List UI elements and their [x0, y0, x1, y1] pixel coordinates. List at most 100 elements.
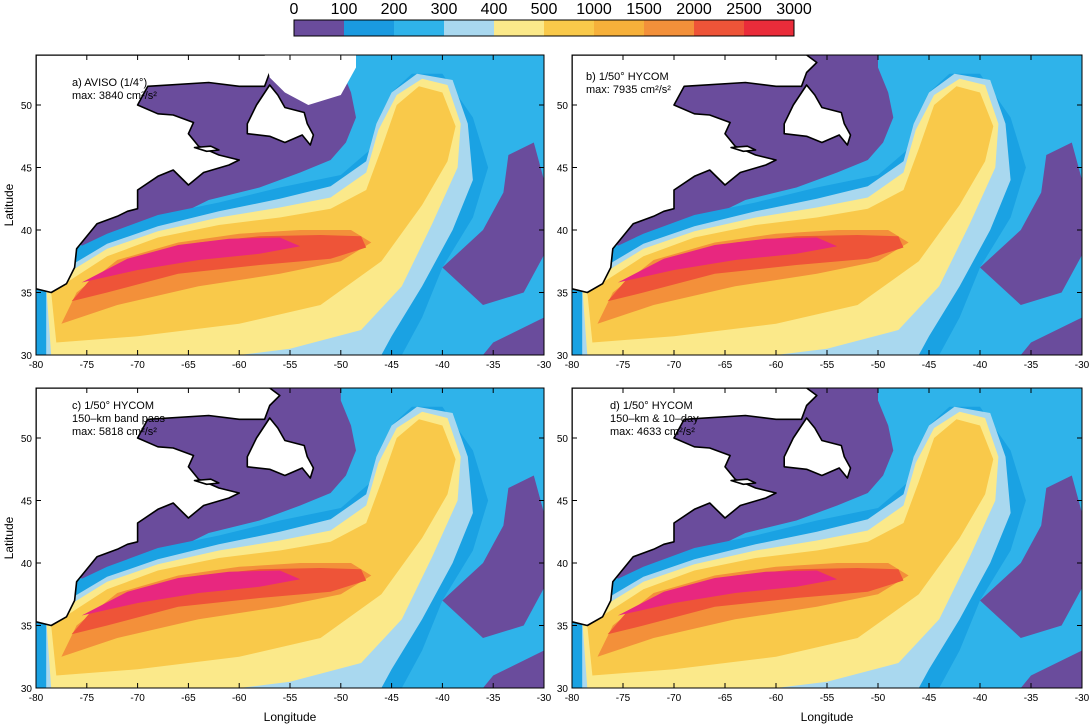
colorbar-cell	[644, 20, 695, 36]
eke-contour-eastblob2	[1020, 317, 1082, 355]
colorbar-cell	[594, 20, 645, 36]
colorbar-cell	[744, 20, 795, 36]
x-tick-label: -30	[1075, 693, 1090, 704]
x-tick-label: -60	[232, 360, 247, 371]
x-tick-label: -65	[181, 360, 196, 371]
panel-d: d) 1/50° HYCOM 150–km & 10–day max: 4633…	[571, 387, 1083, 689]
x-tick-label: -70	[667, 360, 682, 371]
y-axis-title-bottom: Latitude	[2, 516, 16, 559]
colorbar-cell	[394, 20, 445, 36]
x-tick-label: -50	[334, 360, 349, 371]
y-tick-label: 35	[557, 289, 569, 300]
eke-contour-eastblob2	[483, 317, 544, 355]
x-tick-label: -30	[1075, 360, 1090, 371]
x-tick-label: -80	[565, 360, 580, 371]
x-tick-label: -30	[537, 360, 552, 371]
eke-contour-pink	[617, 570, 838, 616]
panel-c-subtitle: 150–km band pass	[72, 413, 165, 425]
colorbar-label: 400	[481, 1, 508, 18]
eke-contour-eastblob1	[980, 475, 1082, 638]
x-tick-label: -65	[718, 360, 733, 371]
x-tick-label: -70	[130, 360, 145, 371]
panel-a-title: a) AVISO (1/4°)	[72, 77, 147, 89]
x-tick-label: -40	[973, 693, 988, 704]
y-tick-label: 35	[21, 289, 33, 300]
x-tick-label: -70	[667, 693, 682, 704]
y-tick-label: 30	[21, 351, 33, 362]
colorbar-cell	[444, 20, 495, 36]
coastline-land	[193, 478, 220, 486]
panel-d-subtitle: 150–km & 10–day	[610, 413, 699, 425]
coastline-land	[783, 84, 852, 146]
panel-d-title: d) 1/50° HYCOM	[610, 400, 693, 412]
x-tick-label: -65	[718, 693, 733, 704]
x-tick-label: -50	[334, 693, 349, 704]
x-tick-label: -45	[922, 693, 937, 704]
colorbar-frame	[293, 19, 795, 37]
x-tick-label: -60	[769, 693, 784, 704]
x-tick-label: -40	[973, 360, 988, 371]
x-tick-label: -45	[922, 360, 937, 371]
y-tick-label: 45	[557, 497, 569, 508]
x-tick-label: -40	[435, 693, 450, 704]
colorbar-label: 500	[531, 1, 558, 18]
x-tick-label: -55	[820, 360, 835, 371]
colorbar-label: 300	[431, 1, 458, 18]
x-axis-title-left: Longitude	[264, 710, 317, 724]
y-tick-label: 30	[557, 351, 569, 362]
y-tick-label: 35	[557, 622, 569, 633]
x-tick-label: -65	[181, 693, 196, 704]
x-tick-label: -60	[769, 360, 784, 371]
y-tick-label: 45	[557, 164, 569, 175]
y-tick-label: 50	[557, 101, 569, 112]
colorbar-cell	[344, 20, 395, 36]
y-tick-label: 30	[21, 684, 33, 695]
coastline-land	[783, 417, 852, 479]
panel-b-title: b) 1/50° HYCOM	[586, 71, 669, 83]
panel-b: b) 1/50° HYCOM max: 7935 cm²/s²	[571, 54, 1083, 356]
x-tick-label: -50	[871, 693, 886, 704]
coastline-land	[246, 84, 315, 146]
missing-data-region	[264, 55, 356, 105]
colorbar-label: 1500	[626, 1, 662, 18]
colorbar-cell	[694, 20, 745, 36]
x-tick-label: -75	[616, 360, 631, 371]
y-tick-label: 30	[557, 684, 569, 695]
x-tick-label: -75	[616, 693, 631, 704]
eke-contour-red	[607, 568, 904, 635]
eke-contour-eastblob1	[442, 142, 544, 305]
coastline-land	[36, 55, 281, 294]
colorbar-label: 200	[381, 1, 408, 18]
x-tick-label: -35	[1024, 693, 1039, 704]
eke-contour-red	[71, 235, 367, 302]
colorbar-label: 3000	[776, 1, 812, 18]
colorbar-cell	[494, 20, 545, 36]
eke-contour-pink	[81, 237, 301, 283]
x-tick-label: -45	[384, 693, 399, 704]
colorbar-label: 2000	[676, 1, 712, 18]
coastline-land	[730, 145, 757, 153]
x-tick-label: -30	[537, 693, 552, 704]
x-tick-label: -35	[486, 360, 501, 371]
colorbar-label: 100	[331, 1, 358, 18]
x-tick-label: -75	[80, 360, 95, 371]
coastline-land	[193, 145, 220, 153]
panel-b-max: max: 7935 cm²/s²	[586, 84, 671, 96]
x-tick-label: -55	[283, 360, 298, 371]
colorbar: 0 100 200 300 400 500 1000 1500 2000 2500 3000	[290, 1, 812, 37]
coastline-land	[730, 478, 757, 486]
panel-c: c) 1/50° HYCOM 150–km band pass max: 581…	[35, 387, 545, 689]
panel-c-max: max: 5818 cm²/s²	[72, 426, 157, 438]
eke-contour-pink	[81, 570, 301, 616]
eke-contour-eastblob2	[1020, 650, 1082, 688]
x-tick-label: -40	[435, 360, 450, 371]
x-tick-label: -80	[29, 693, 44, 704]
x-tick-label: -60	[232, 693, 247, 704]
x-tick-label: -80	[565, 693, 580, 704]
x-tick-label: -50	[871, 360, 886, 371]
colorbar-label: 1000	[576, 1, 612, 18]
colorbar-label: 0	[290, 1, 299, 18]
y-tick-label: 45	[21, 497, 33, 508]
x-tick-label: -55	[283, 693, 298, 704]
